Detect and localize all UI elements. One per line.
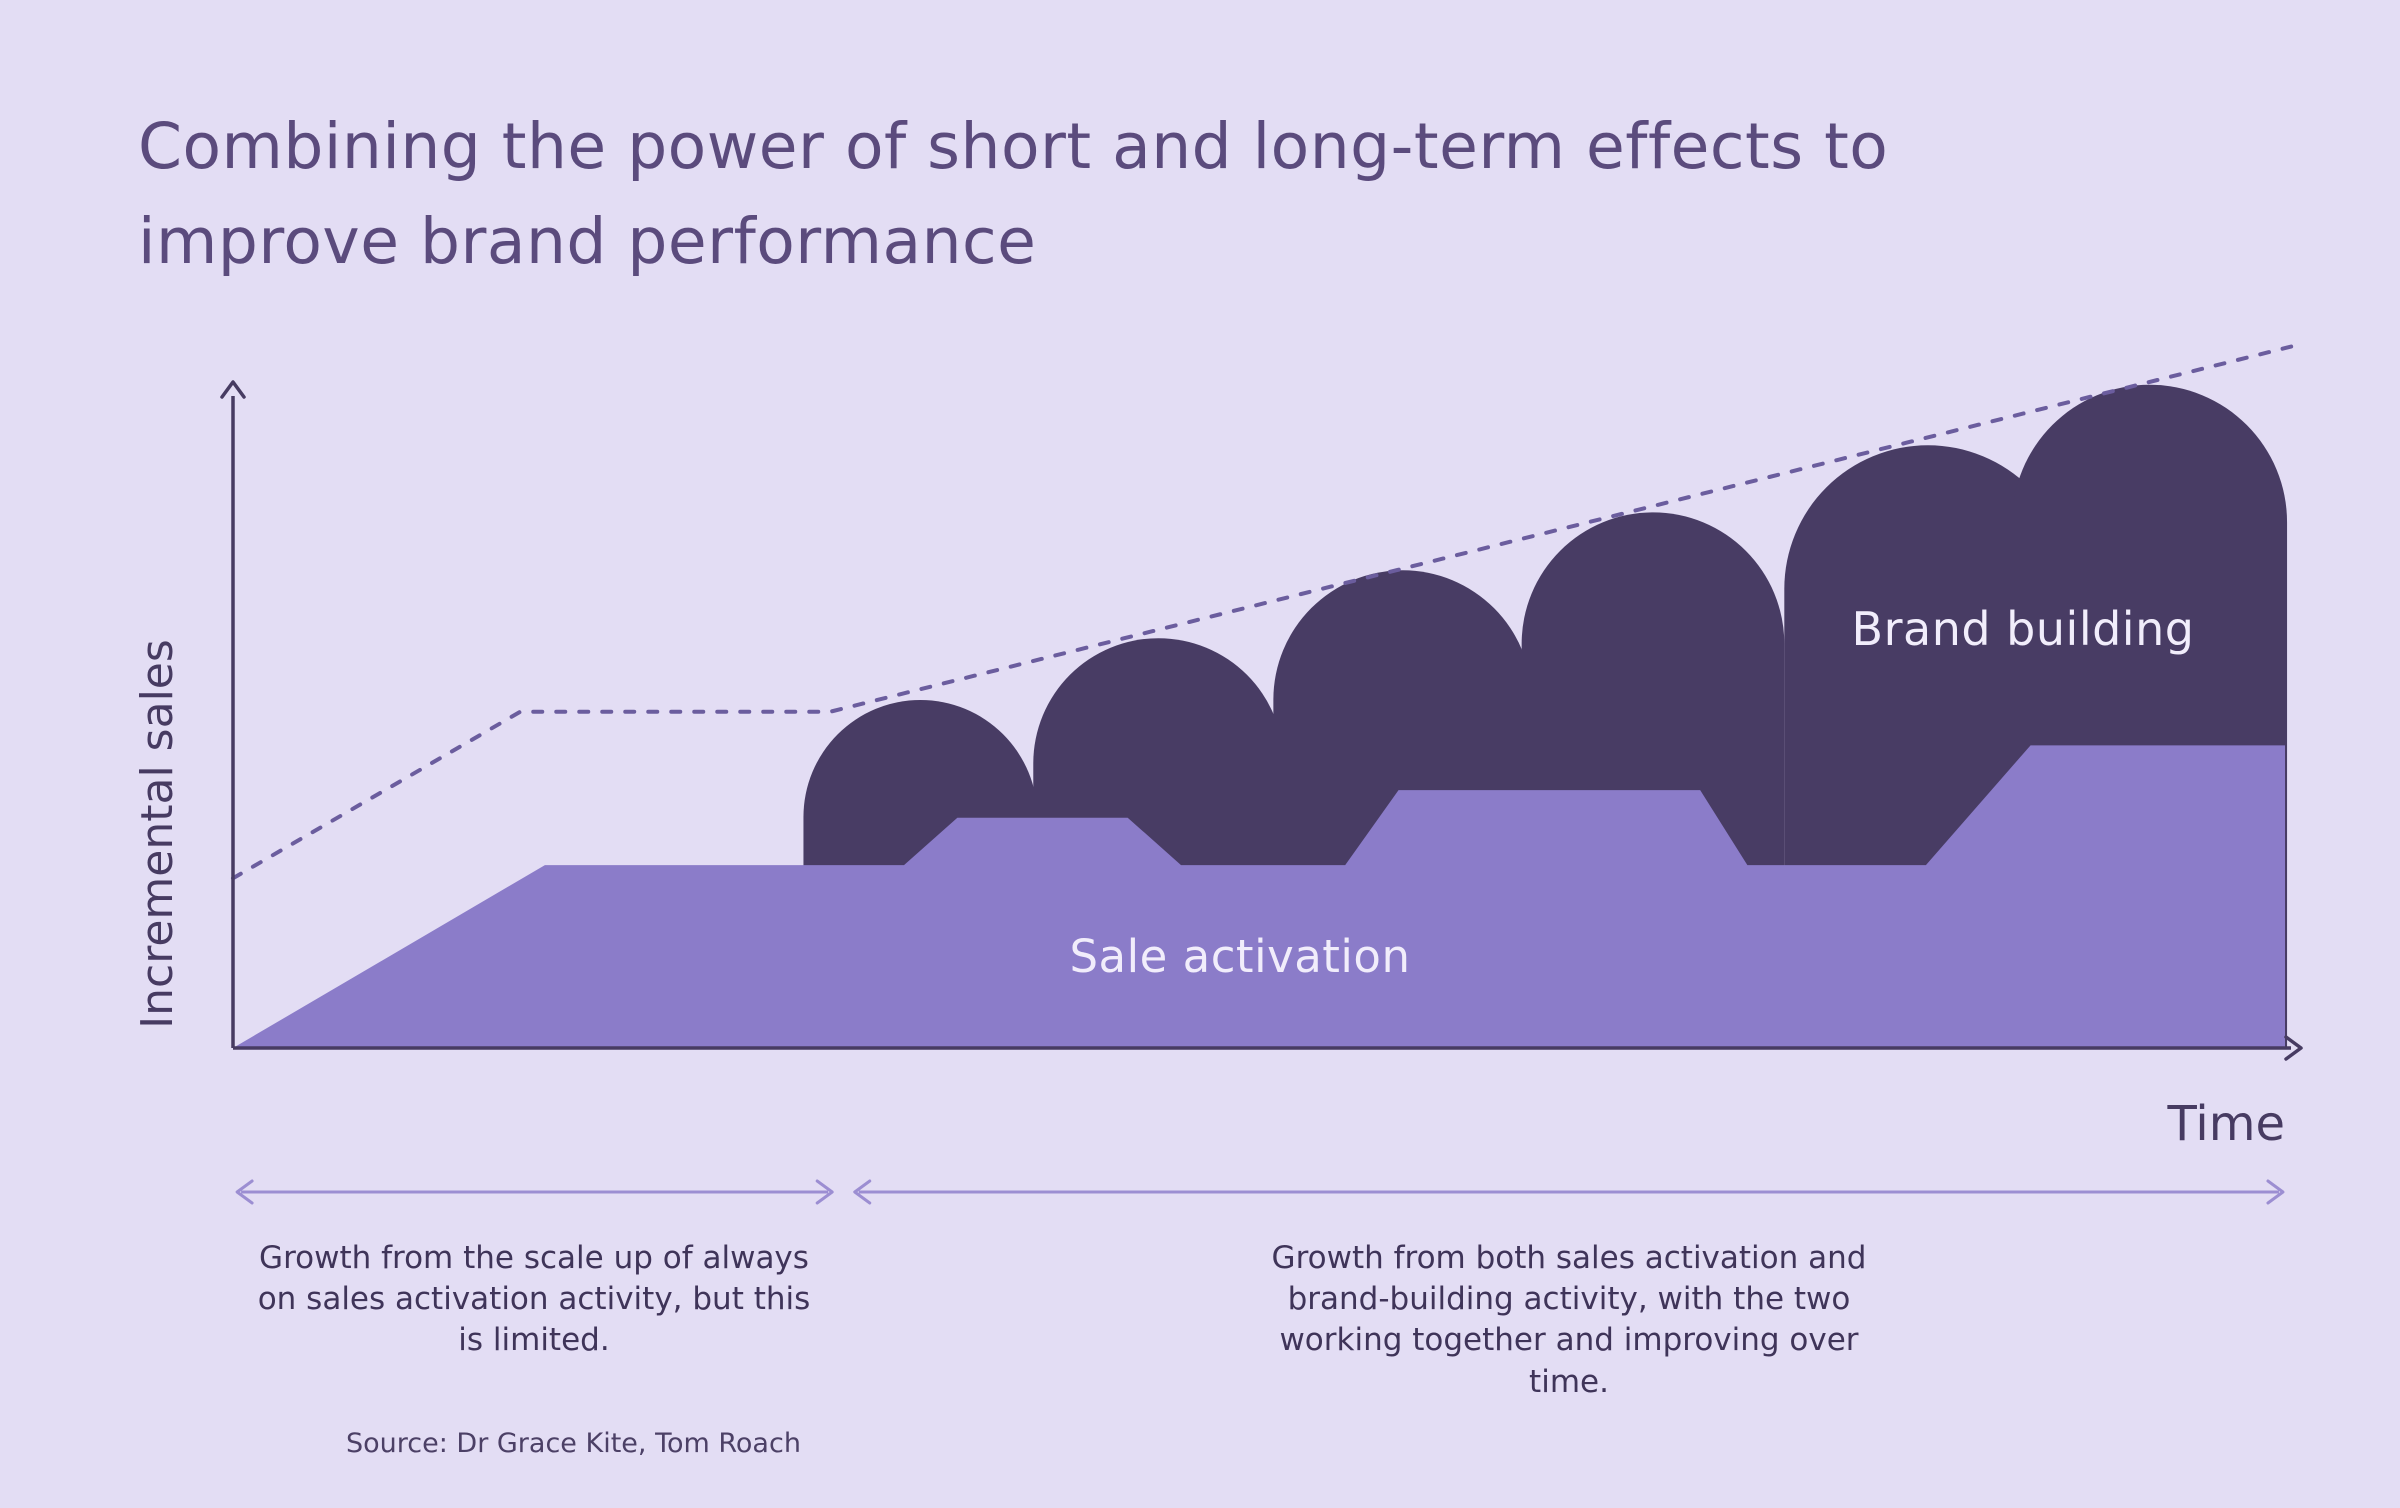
y-axis-label: Incremental sales [132,639,183,1029]
range-arrows [235,1179,2285,1205]
x-axis-label: Time [2167,1096,2285,1152]
chart-title: Combining the power of short and long-te… [138,110,1889,278]
brand-building-label: Brand building [1851,602,2195,656]
right-range-annotation: Growth from both sales activation and br… [1271,1240,1867,1400]
sale-activation-area [233,745,2285,1048]
axes [220,380,2303,1061]
left-range-annotation: Growth from the scale up of always on sa… [257,1240,811,1359]
sale-activation-label: Sale activation [1069,930,1411,983]
growth-trend-dashed-line [231,344,2294,881]
source-credit: Source: Dr Grace Kite, Tom Roach [346,1428,801,1459]
